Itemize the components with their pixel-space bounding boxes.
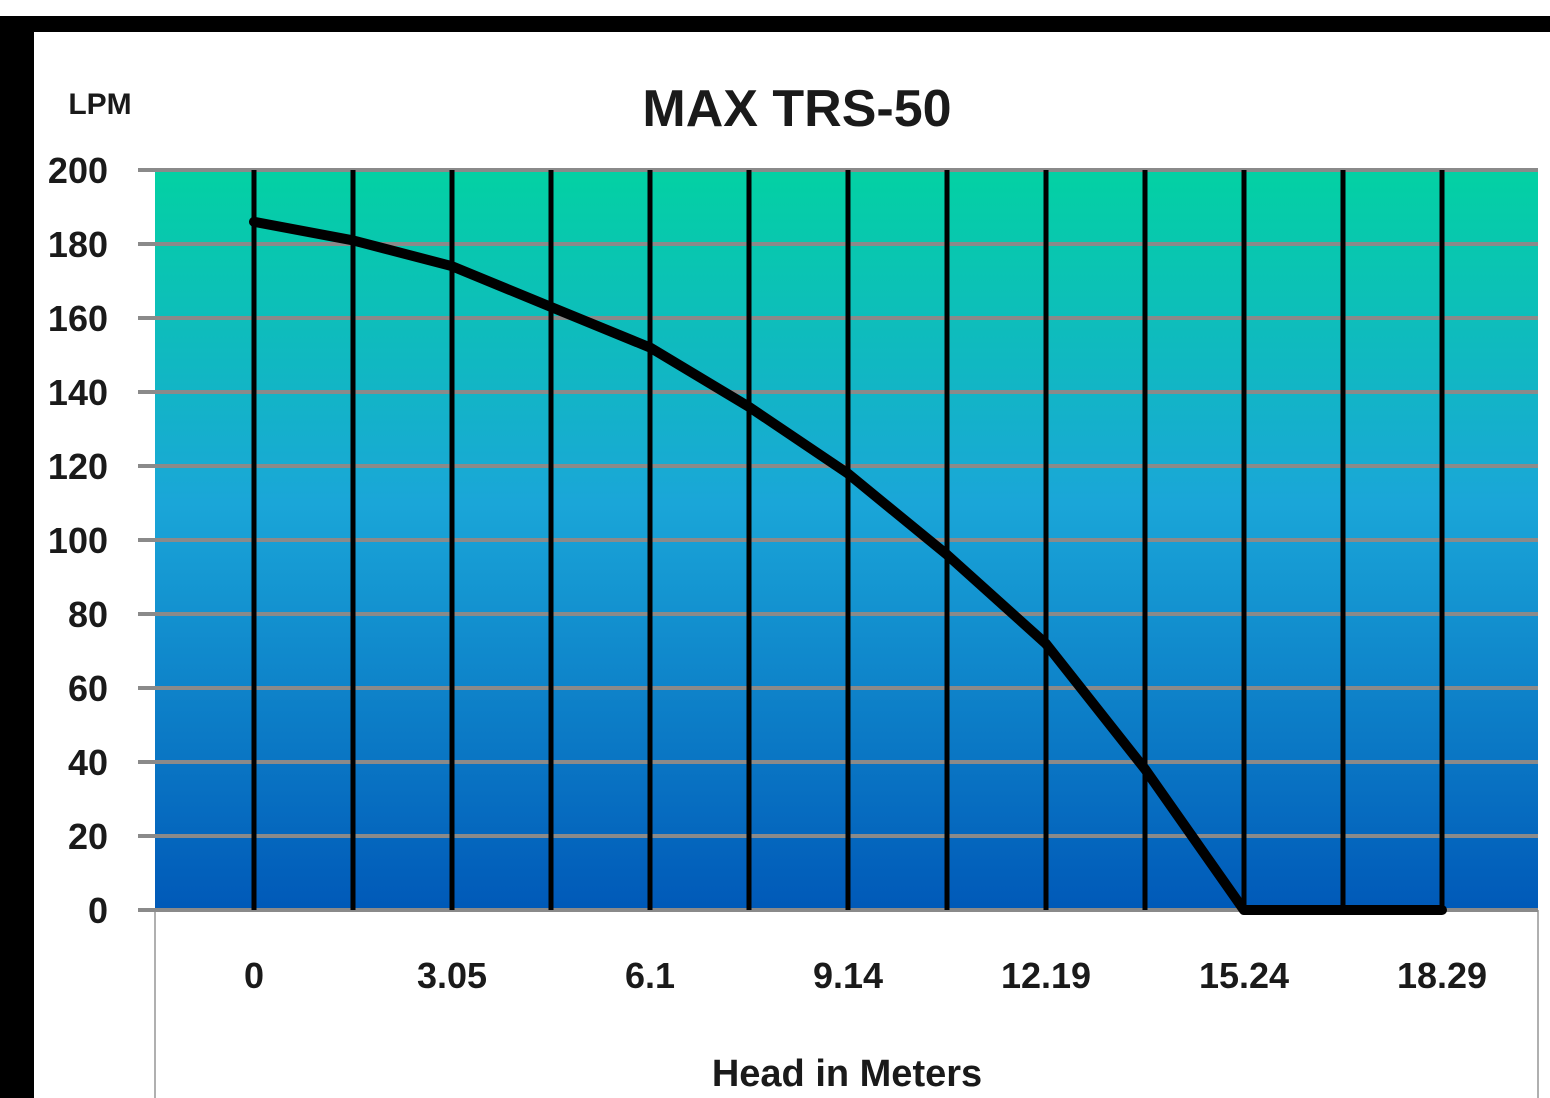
x-tick-label: 6.1 bbox=[625, 955, 675, 996]
x-tick-label: 15.24 bbox=[1199, 955, 1289, 996]
x-tick-label: 12.19 bbox=[1001, 955, 1091, 996]
y-tick-label: 120 bbox=[48, 446, 108, 487]
horizontal-gridlines bbox=[138, 168, 1538, 912]
y-tick-label: 20 bbox=[68, 816, 108, 857]
series-group bbox=[249, 216, 1447, 915]
frame-left-border bbox=[0, 16, 34, 1098]
y-tick-label: 60 bbox=[68, 668, 108, 709]
frame-top-border bbox=[0, 16, 1550, 32]
y-axis-unit-label: LPM bbox=[68, 88, 131, 121]
y-tick-label: 80 bbox=[68, 594, 108, 635]
x-tick-label: 0 bbox=[244, 955, 264, 996]
y-tick-label: 40 bbox=[68, 742, 108, 783]
y-tick-label: 200 bbox=[48, 150, 108, 191]
y-tick-label: 160 bbox=[48, 298, 108, 339]
series-line bbox=[249, 216, 1447, 915]
vertical-gridlines bbox=[251, 170, 1445, 910]
x-tick-label: 18.29 bbox=[1397, 955, 1487, 996]
y-tick-label: 0 bbox=[88, 890, 108, 931]
chart-title: MAX TRS-50 bbox=[642, 80, 951, 138]
x-tick-label: 9.14 bbox=[813, 955, 883, 996]
x-tick-label: 3.05 bbox=[417, 955, 487, 996]
x-tick-labels: 0 3.05 6.1 9.14 12.19 15.24 18.29 bbox=[244, 955, 1487, 996]
y-tick-label: 140 bbox=[48, 372, 108, 413]
y-tick-label: 180 bbox=[48, 224, 108, 265]
y-tick-labels: 0 20 40 60 80 100 120 140 160 180 200 bbox=[48, 150, 108, 931]
y-tick-label: 100 bbox=[48, 520, 108, 561]
x-axis-title: Head in Meters bbox=[712, 1053, 982, 1095]
